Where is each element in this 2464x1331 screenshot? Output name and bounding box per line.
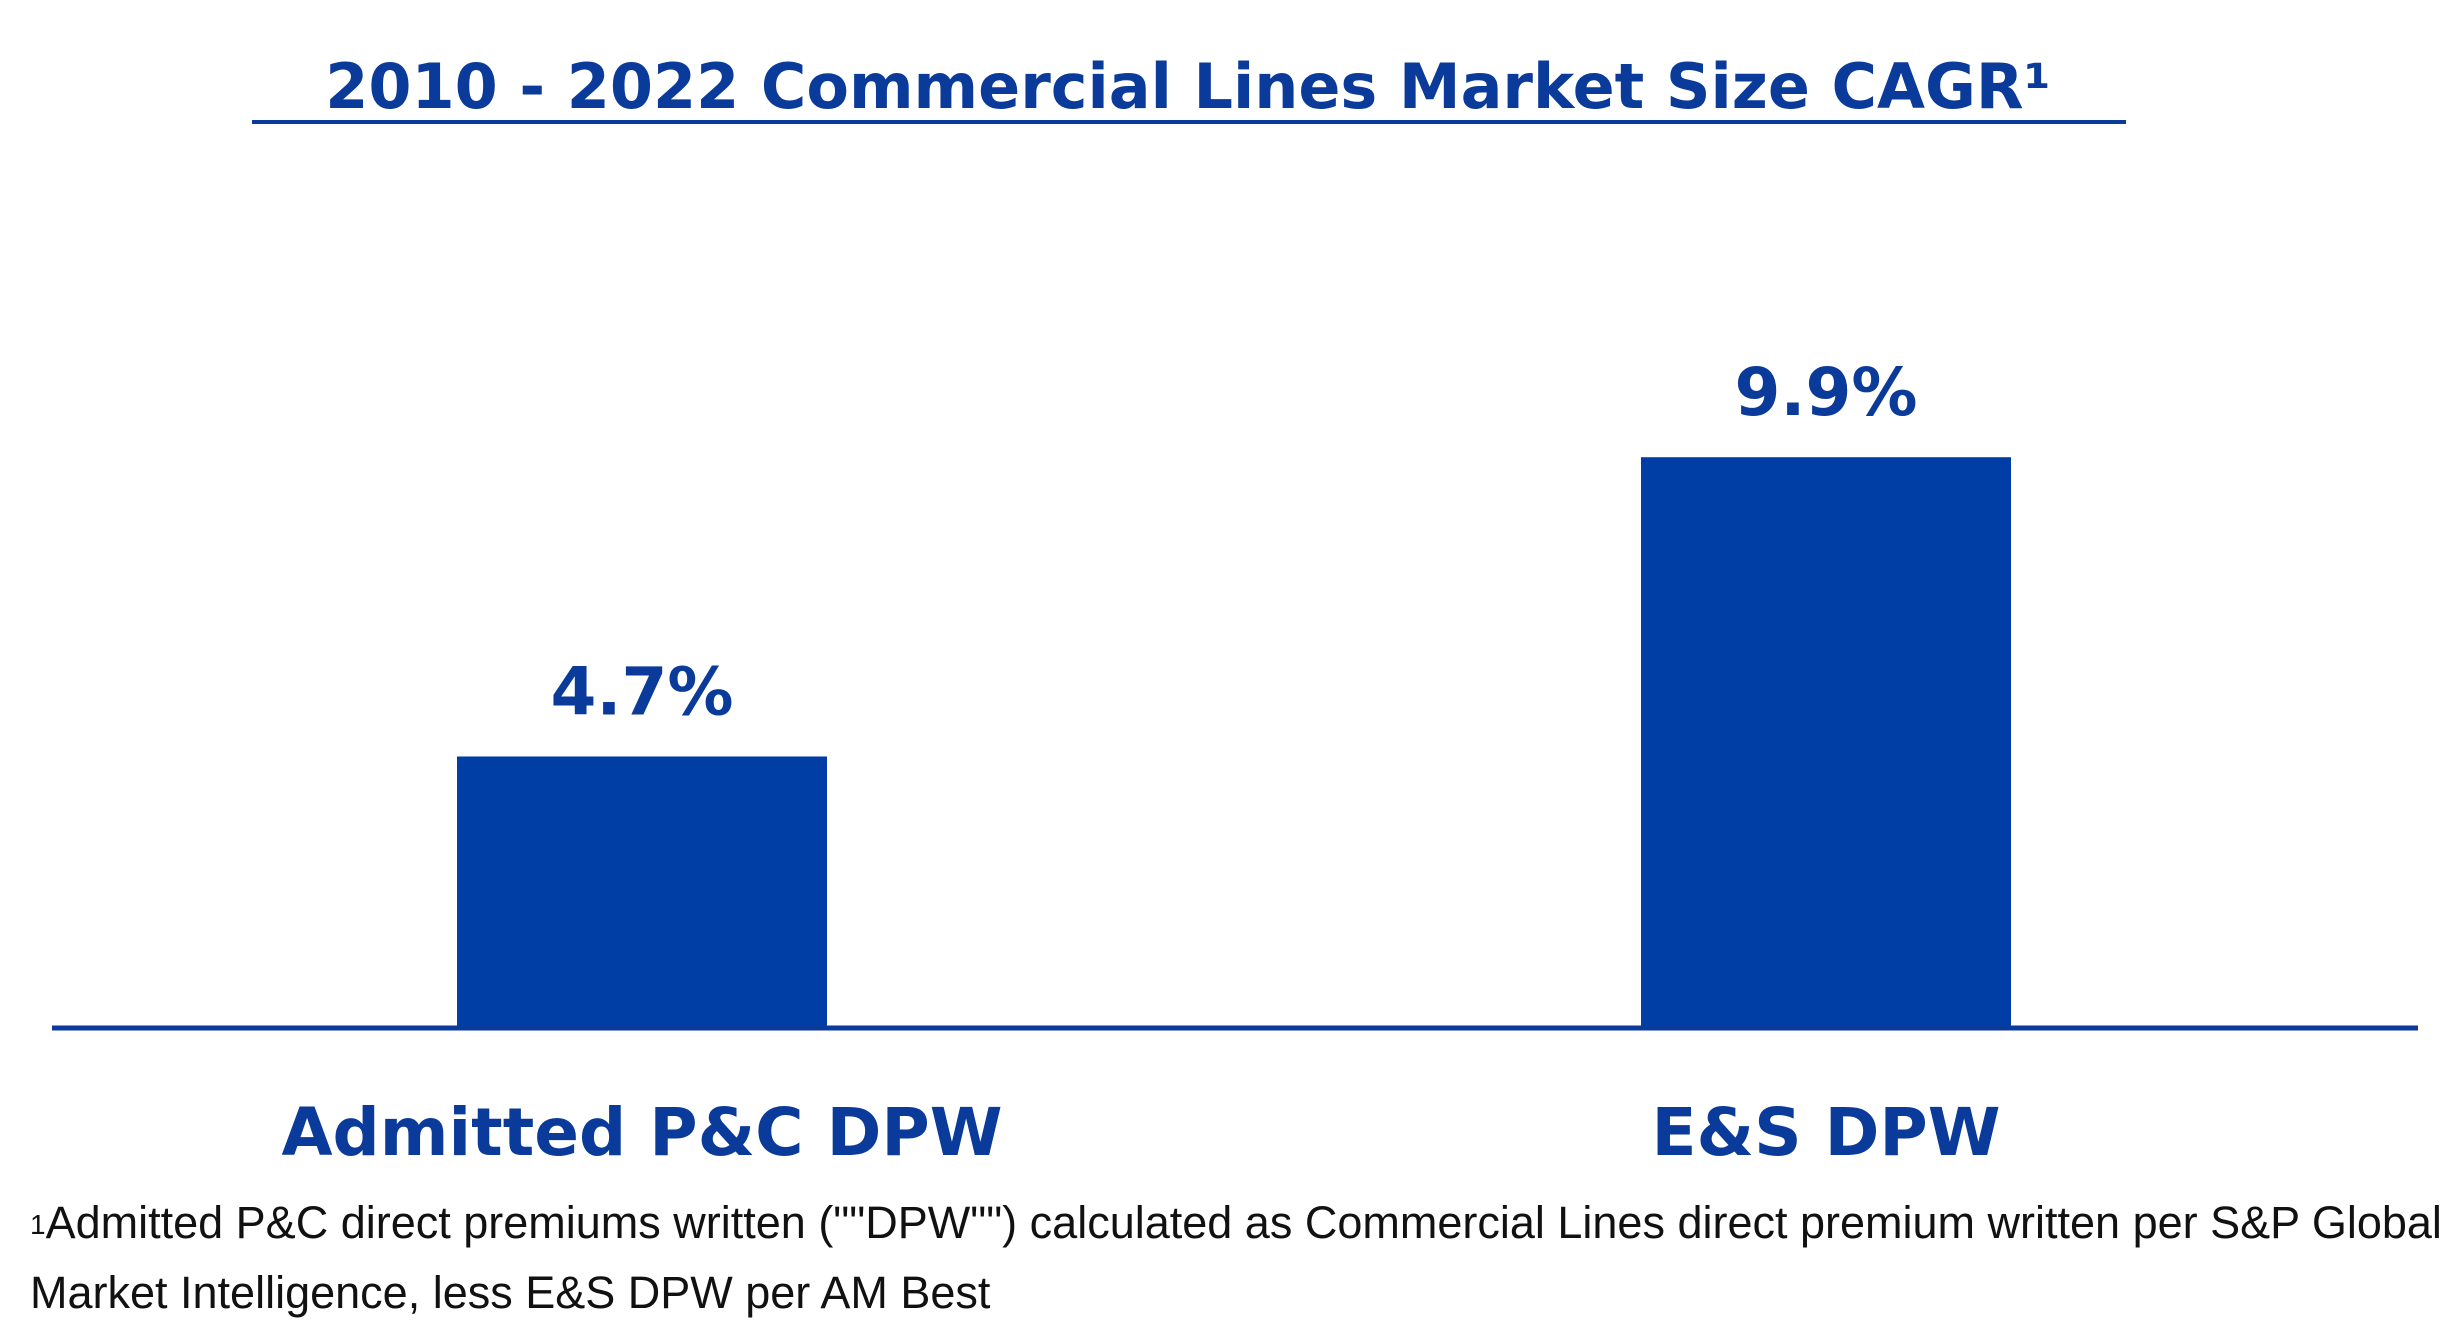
- category-label-admitted-pc-dpw: Admitted P&C DPW: [281, 1094, 1002, 1171]
- footnote-marker: 1: [30, 1209, 46, 1240]
- category-label-es-dpw: E&S DPW: [1651, 1094, 2000, 1171]
- bars-group: 4.7% Admitted P&C DPW 9.9% E&S DPW: [281, 354, 2011, 1171]
- bar-admitted-pc-dpw: [457, 756, 827, 1027]
- bar-es-dpw: [1641, 457, 2011, 1027]
- footnote: 1Admitted P&C direct premiums written ("…: [30, 1188, 2450, 1328]
- chart-title: 2010 - 2022 Commercial Lines Market Size…: [325, 50, 2051, 123]
- value-label-es-dpw: 9.9%: [1734, 354, 1917, 431]
- value-label-admitted-pc-dpw: 4.7%: [550, 653, 733, 730]
- footnote-text: Admitted P&C direct premiums written (""…: [30, 1197, 2442, 1318]
